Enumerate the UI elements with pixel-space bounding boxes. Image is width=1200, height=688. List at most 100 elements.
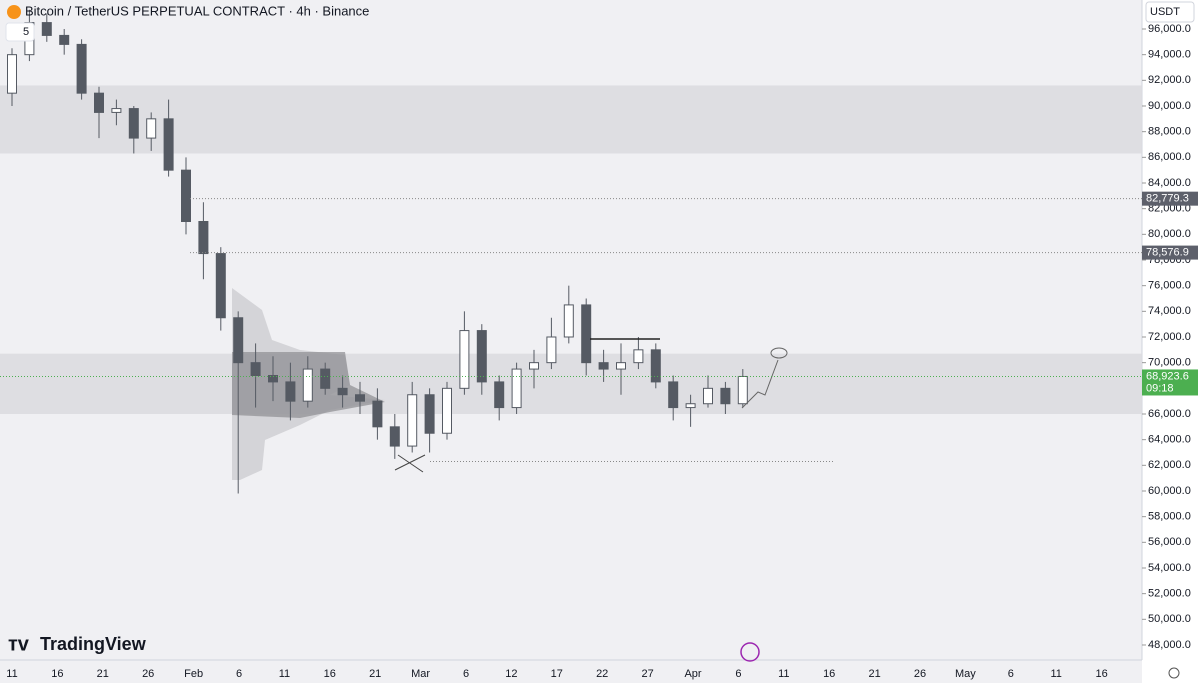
alert-icon[interactable]	[740, 642, 760, 662]
projection-path	[741, 359, 779, 409]
x-tick-label: 6	[236, 668, 242, 680]
level-label-bg	[1142, 245, 1198, 260]
candle-body	[459, 330, 470, 389]
x-tick-label: 6	[463, 668, 469, 680]
drawn-cross	[394, 454, 426, 473]
y-tick-label: 74,000.0	[1148, 305, 1191, 317]
candle-body	[563, 304, 574, 338]
y-tick-label: 52,000.0	[1148, 588, 1191, 600]
y-tick-label: 58,000.0	[1148, 511, 1191, 523]
x-tick-label: 21	[97, 668, 109, 680]
y-tick-label: 56,000.0	[1148, 536, 1191, 548]
candle-body	[424, 394, 435, 434]
candle-body	[737, 375, 748, 405]
level-label: 78,576.9	[1146, 246, 1189, 258]
candle-body	[476, 330, 487, 383]
coin-icon	[7, 5, 21, 19]
candle-body	[302, 368, 313, 402]
candle-body	[633, 349, 644, 364]
y-tick-label: 60,000.0	[1148, 485, 1191, 497]
candle-body	[320, 368, 331, 389]
y-tick-label: 84,000.0	[1148, 177, 1191, 189]
candle-body	[355, 394, 365, 402]
x-tick-label: 26	[914, 668, 926, 680]
candle-body	[250, 362, 261, 376]
chart-title: Bitcoin / TetherUS PERPETUAL CONTRACT · …	[25, 3, 369, 18]
interval-count[interactable]: 5	[23, 26, 29, 38]
y-tick-label: 48,000.0	[1148, 639, 1191, 651]
x-tick-label: 26	[142, 668, 154, 680]
candle-body	[616, 362, 626, 370]
level-label: 82,779.3	[1146, 193, 1189, 205]
candle-body	[41, 22, 52, 36]
candle-body	[215, 253, 226, 319]
settings-icon[interactable]	[1168, 667, 1180, 679]
y-tick-label: 76,000.0	[1148, 280, 1191, 292]
x-tick-label: 16	[51, 668, 63, 680]
currency-button[interactable]	[1145, 1, 1195, 23]
candle-body	[268, 374, 278, 383]
candle-body	[546, 336, 557, 364]
zone	[0, 85, 1142, 154]
x-tick-label: 16	[823, 668, 835, 680]
candle-body	[163, 118, 174, 171]
candle-body	[285, 381, 296, 402]
candle-body	[128, 108, 139, 139]
x-tick-label: 22	[596, 668, 608, 680]
y-tick-label: 70,000.0	[1148, 357, 1191, 369]
y-tick-label: 88,000.0	[1148, 126, 1191, 138]
level-label-bg	[1142, 191, 1198, 206]
candle-body	[94, 92, 104, 113]
y-tick-label: 64,000.0	[1148, 434, 1191, 446]
candle-body	[7, 54, 17, 94]
x-tick-label: 17	[551, 668, 563, 680]
x-tick-label: 6	[1008, 668, 1014, 680]
x-tick-label: 6	[735, 668, 741, 680]
x-tick-label: Apr	[684, 668, 701, 680]
y-tick-label: 50,000.0	[1148, 613, 1191, 625]
candle-body	[337, 387, 348, 396]
projection-target	[770, 347, 788, 359]
candle-body	[76, 43, 87, 94]
candle-body	[389, 426, 400, 447]
x-tick-label: 16	[1095, 668, 1107, 680]
collapse-button[interactable]	[5, 22, 35, 42]
x-tick-label: Mar	[411, 668, 430, 680]
y-tick-label: 86,000.0	[1148, 151, 1191, 163]
zone	[0, 353, 1142, 414]
last-price-label: 68,923.6	[1146, 370, 1189, 382]
candle-body	[111, 108, 122, 113]
tv-logo-mark: ᴛᴠ	[8, 633, 30, 655]
branding: TradingView	[40, 634, 147, 654]
candle-body	[233, 317, 244, 364]
x-tick-label: Feb	[184, 668, 203, 680]
candle-body	[146, 118, 157, 139]
x-tick-label: 11	[279, 668, 290, 680]
candle-body	[372, 400, 383, 428]
candle-body	[598, 362, 609, 370]
currency[interactable]: USDT	[1150, 6, 1180, 18]
y-tick-label: 54,000.0	[1148, 562, 1191, 574]
x-tick-label: May	[955, 668, 976, 680]
candle-body	[407, 394, 418, 447]
candle-body	[181, 169, 191, 222]
candle-body	[494, 381, 505, 409]
price-axis-bg	[1142, 0, 1200, 683]
last-price-bg	[1142, 369, 1198, 396]
candle-body	[650, 349, 661, 383]
x-tick-label: 16	[324, 668, 336, 680]
countdown: 09:18	[1146, 382, 1174, 394]
x-tick-label: 11	[6, 668, 17, 680]
y-tick-label: 90,000.0	[1148, 100, 1191, 112]
y-tick-label: 66,000.0	[1148, 408, 1191, 420]
y-tick-label: 62,000.0	[1148, 459, 1191, 471]
candle-body	[720, 387, 731, 405]
x-tick-label: 12	[505, 668, 517, 680]
candle-body	[685, 403, 696, 409]
x-tick-label: 27	[641, 668, 653, 680]
y-tick-label: 96,000.0	[1148, 23, 1191, 35]
candle-body	[529, 362, 539, 370]
x-tick-label: 11	[1050, 668, 1061, 680]
candle-body	[703, 387, 713, 405]
x-tick-label: 21	[868, 668, 880, 680]
